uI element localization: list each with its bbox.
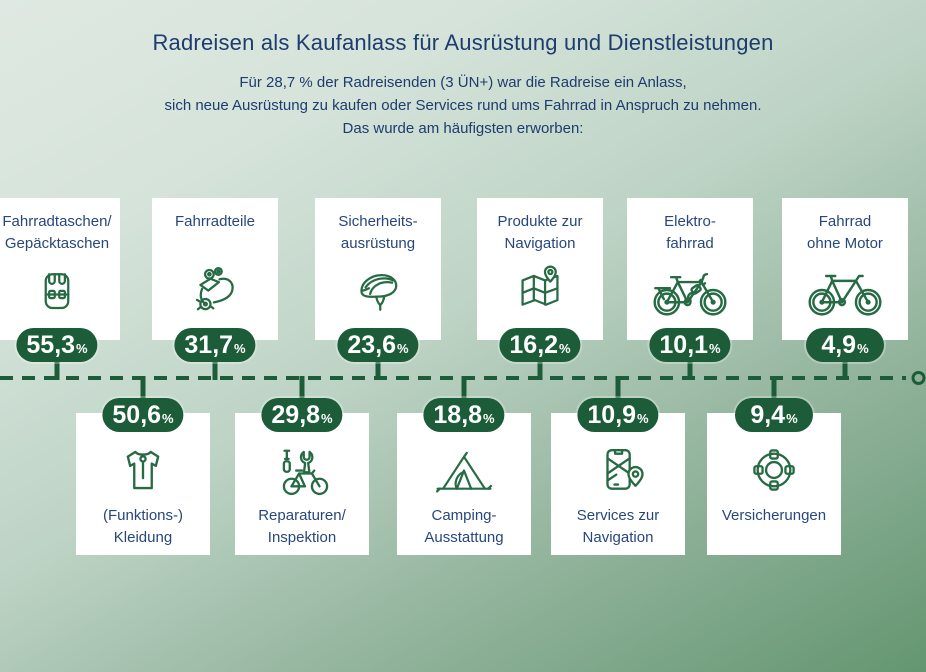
value-unit: % [559,341,571,356]
connector-stem [842,354,848,380]
category-card-fahrrad-ohne-motor: Fahrrad ohne Motor [782,198,908,340]
value-number: 55,3 [26,331,76,359]
value-badge-sicherheitsausruestung: 23,6% [337,328,419,362]
value-badge-camping: 18,8% [423,398,505,432]
phone-navigation-icon [590,413,646,501]
timeline-dashed-line [0,371,926,385]
map-with-pin-icon [513,255,567,340]
value-number: 29,8 [271,401,321,429]
value-unit: % [76,341,88,356]
category-label: Elektro- fahrrad [664,213,716,252]
category-card-kleidung: (Funktions-) Kleidung [76,413,210,555]
value-unit: % [234,341,246,356]
category-label: Camping- Ausstattung [424,507,504,546]
category-label: Sicherheits- ausrüstung [338,213,418,252]
value-badge-reparaturen: 29,8% [261,398,343,432]
value-number: 31,7 [184,331,234,359]
value-unit: % [637,411,649,426]
value-number: 4,9 [821,331,857,359]
category-label: Versicherungen [721,507,827,524]
connector-stem [299,376,305,402]
value-number: 23,6 [347,331,397,359]
header: Radreisen als Kaufanlass für Ausrüstung … [0,30,926,140]
life-ring-icon [746,413,802,501]
category-card-sicherheitsausruestung: Sicherheits- ausrüstung [315,198,441,340]
category-card-fahrradteile: Fahrradteile [152,198,278,340]
subtitle: Für 28,7 % der Radreisenden (3 ÜN+) war … [0,71,926,140]
value-number: 50,6 [112,401,162,429]
value-number: 10,1 [659,331,709,359]
category-label: Produkte zur Navigation [497,213,583,252]
category-label: Fahrradtaschen/ Gepäcktaschen [2,213,112,252]
connector-stem [375,354,381,380]
connector-stem [54,354,60,380]
connector-stem [687,354,693,380]
category-card-reparaturen: Reparaturen/ Inspektion [235,413,369,555]
subtitle-line-3: Das wurde am häufigsten erworben: [342,120,584,137]
derailleur-icon [188,255,242,340]
value-unit: % [321,411,333,426]
timeline-end-circle [911,371,926,385]
subtitle-line-1: Für 28,7 % der Radreisenden (3 ÜN+) war … [239,74,687,91]
tent-icon [431,413,497,501]
category-label: Services zur Navigation [576,507,660,546]
jersey-icon [115,413,171,501]
value-unit: % [397,341,409,356]
value-badge-fahrrad-ohne-motor: 4,9% [806,328,884,362]
connector-stem [461,376,467,402]
e-bike-icon [651,255,729,340]
value-badge-fahrradteile: 31,7% [174,328,256,362]
page-title: Radreisen als Kaufanlass für Ausrüstung … [152,30,774,55]
category-card-produkte-navigation: Produkte zur Navigation [477,198,603,340]
repair-tools-bike-icon [272,413,332,501]
connector-stem [212,354,218,380]
value-badge-elektrofahrrad: 10,1% [649,328,731,362]
value-badge-kleidung: 50,6% [102,398,184,432]
value-unit: % [709,341,721,356]
connector-stem [771,376,777,402]
bicycle-icon [806,255,884,340]
value-number: 18,8 [433,401,483,429]
category-label: Fahrrad ohne Motor [807,213,883,252]
value-badge-fahrradtaschen: 55,3% [16,328,98,362]
connector-stem [537,354,543,380]
value-unit: % [786,411,798,426]
category-card-versicherungen: Versicherungen [707,413,841,555]
category-card-camping: Camping- Ausstattung [397,413,531,555]
category-label: Fahrradteile [174,213,256,230]
value-number: 10,9 [587,401,637,429]
category-label: (Funktions-) Kleidung [102,507,184,546]
subtitle-line-2: sich neue Ausrüstung zu kaufen oder Serv… [164,97,762,114]
category-label: Reparaturen/ Inspektion [258,507,346,546]
value-badge-produkte-navigation: 16,2% [499,328,581,362]
value-unit: % [483,411,495,426]
value-unit: % [162,411,174,426]
value-number: 16,2 [509,331,559,359]
value-badge-services-navigation: 10,9% [577,398,659,432]
value-badge-versicherungen: 9,4% [735,398,813,432]
value-number: 9,4 [750,401,786,429]
connector-stem [140,376,146,402]
connector-stem [615,376,621,402]
category-card-services-navigation: Services zur Navigation [551,413,685,555]
helmet-icon [350,255,406,340]
value-unit: % [857,341,869,356]
backpack-icon [30,255,84,340]
category-card-fahrradtaschen: Fahrradtaschen/ Gepäcktaschen [0,198,120,340]
category-card-elektrofahrrad: Elektro- fahrrad [627,198,753,340]
